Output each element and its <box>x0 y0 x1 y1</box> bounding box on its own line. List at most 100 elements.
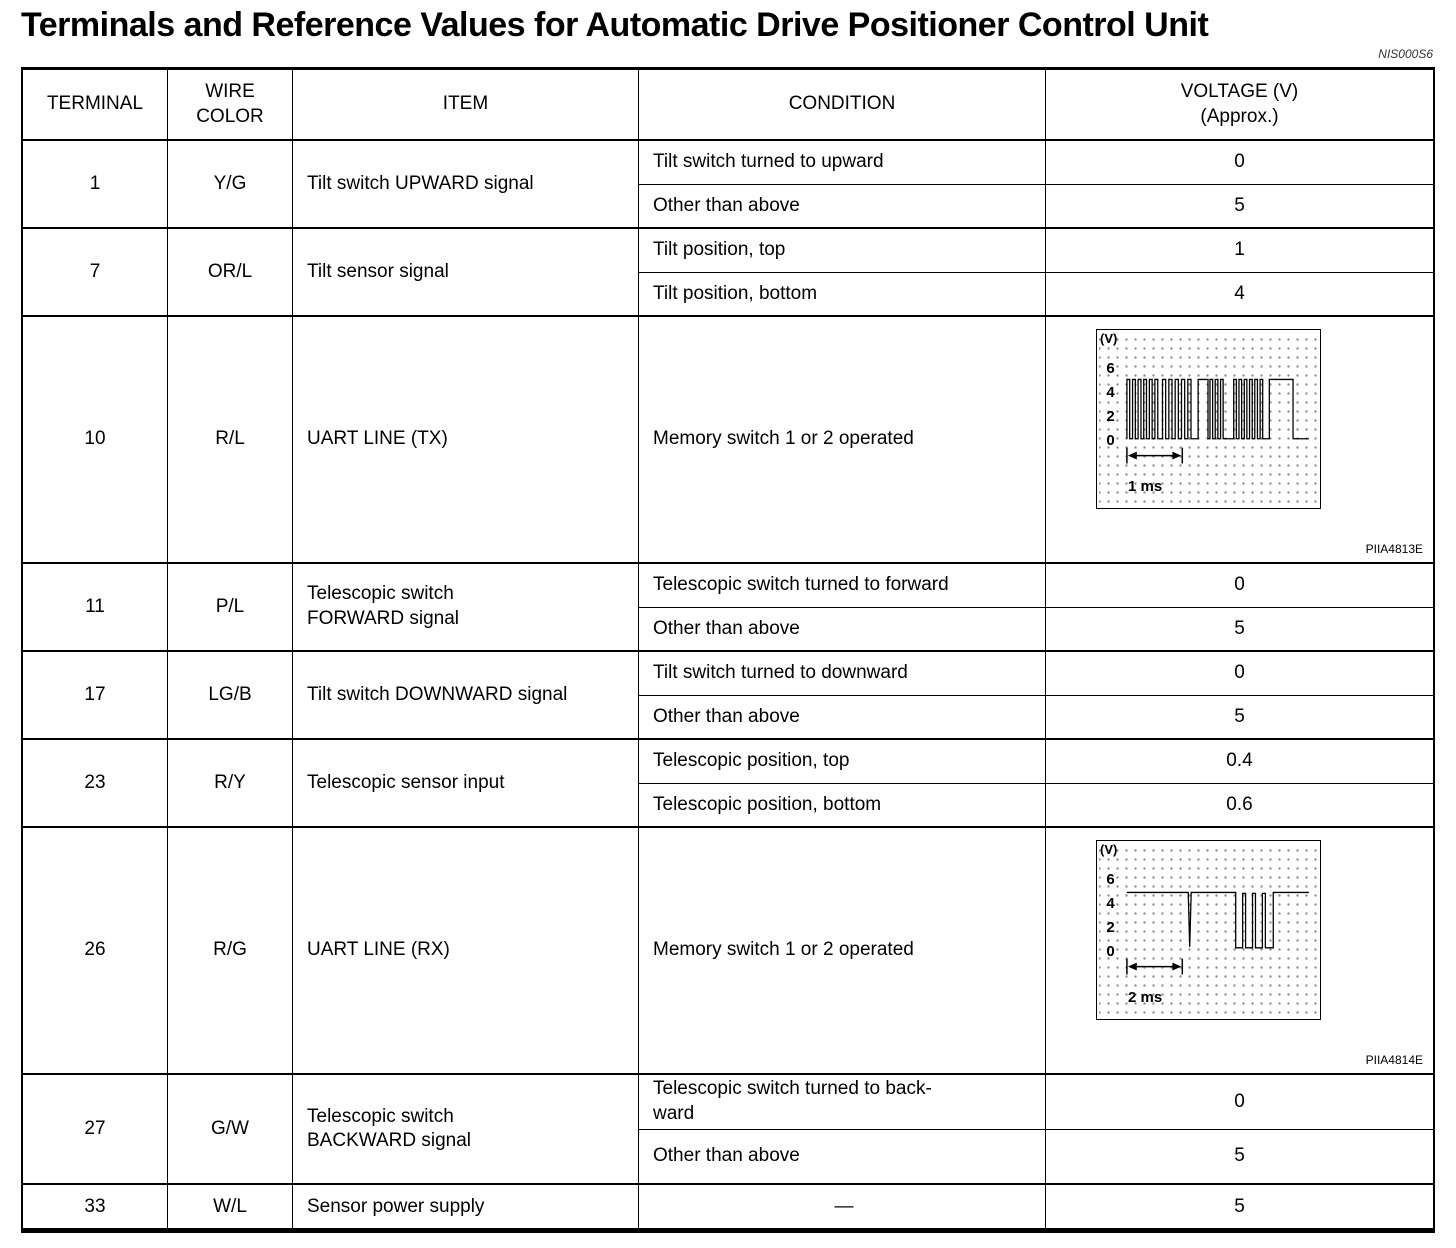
wire-color-cell: OR/L <box>168 229 293 315</box>
condition-cell: Other than above <box>639 185 1046 227</box>
condition-row: Memory switch 1 or 2 operated (V) 6 4 2 0 2 ms… <box>639 828 1433 1073</box>
wire-color-cell: R/Y <box>168 740 293 826</box>
condition-cell: Telescopic position, top <box>639 740 1046 783</box>
condition-row: Telescopic switch turned to back- ward 0 <box>639 1075 1433 1129</box>
condition-row: Tilt position, top 1 <box>639 229 1433 272</box>
condition-row: Telescopic position, bottom 0.6 <box>639 783 1433 826</box>
condition-rows: Memory switch 1 or 2 operated (V) 6 4 2 0 2 ms… <box>639 828 1433 1073</box>
reference-code: NIS000S6 <box>1378 47 1433 61</box>
condition-rows: —5 <box>639 1185 1433 1229</box>
table-header-row: TERMINAL WIRE COLOR ITEM CONDITION VOLTA… <box>23 70 1433 141</box>
scope-dot-grid <box>1099 843 1318 1017</box>
terminal-cell: 1 <box>23 141 168 227</box>
voltage-cell: 5 <box>1234 194 1245 216</box>
condition-row: Tilt position, bottom 4 <box>639 272 1433 315</box>
scope-time-label: 1 ms <box>1128 477 1163 495</box>
oscilloscope-figure: (V) 6 4 2 0 1 ms <box>1096 329 1321 509</box>
header-item: ITEM <box>293 70 639 139</box>
table-row: 10 R/L UART LINE (TX) Memory switch 1 or 2 … <box>23 315 1433 562</box>
condition-cell: Other than above <box>639 696 1046 738</box>
condition-row: Telescopic switch turned to forward 0 <box>639 564 1433 607</box>
item-cell: Telescopic sensor input <box>293 740 639 826</box>
scope-y-tick: 0 <box>1106 943 1115 960</box>
item-cell: Tilt switch UPWARD signal <box>293 141 639 227</box>
voltage-cell: 5 <box>1234 1195 1245 1217</box>
terminal-cell: 33 <box>23 1185 168 1229</box>
wire-color-cell: R/L <box>168 317 293 562</box>
wire-color-cell: R/G <box>168 828 293 1073</box>
condition-rows: Memory switch 1 or 2 operated (V) 6 4 2 0 1 ms… <box>639 317 1433 562</box>
scope-unit-label: (V) <box>1100 331 1118 346</box>
condition-cell: Telescopic switch turned to back- ward <box>639 1075 1046 1129</box>
condition-row: Other than above 5 <box>639 695 1433 738</box>
header-terminal: TERMINAL <box>23 70 168 139</box>
scope-unit-label: (V) <box>1100 842 1118 857</box>
table-row: 23 R/Y Telescopic sensor input Telescopic p… <box>23 738 1433 826</box>
condition-row: Telescopic position, top 0.4 <box>639 740 1433 783</box>
table-body: 1 Y/G Tilt switch UPWARD signal Tilt switch… <box>23 141 1433 1229</box>
condition-cell: Tilt position, bottom <box>639 273 1046 315</box>
terminal-cell: 17 <box>23 652 168 738</box>
condition-cell: Other than above <box>639 608 1046 650</box>
condition-row: Tilt switch turned to upward 0 <box>639 141 1433 184</box>
wire-color-cell: G/W <box>168 1075 293 1184</box>
voltage-cell: 5 <box>1234 617 1245 639</box>
condition-cell: Memory switch 1 or 2 operated <box>639 828 1046 1073</box>
scope-y-tick: 6 <box>1106 871 1115 888</box>
voltage-waveform-cell: (V) 6 4 2 0 1 ms PIIA4813E <box>1046 317 1433 562</box>
condition-row: Memory switch 1 or 2 operated (V) 6 4 2 0 1 ms… <box>639 317 1433 562</box>
condition-cell: Telescopic switch turned to forward <box>639 564 1046 607</box>
wire-color-cell: LG/B <box>168 652 293 738</box>
scope-y-tick: 4 <box>1106 384 1115 401</box>
figure-code: PIIA4813E <box>1365 542 1423 557</box>
scope-y-tick: 4 <box>1106 895 1115 912</box>
table-row: 1 Y/G Tilt switch UPWARD signal Tilt switch… <box>23 141 1433 227</box>
header-voltage: VOLTAGE (V) (Approx.) <box>1180 80 1299 127</box>
condition-row: Other than above 5 <box>639 607 1433 650</box>
condition-row: —5 <box>639 1185 1433 1229</box>
wire-color-cell: P/L <box>168 564 293 650</box>
table-row: 33 W/L Sensor power supply —5 <box>23 1183 1433 1229</box>
condition-rows: Tilt switch turned to upward 0 Other than … <box>639 141 1433 227</box>
item-cell: Sensor power supply <box>293 1185 639 1229</box>
voltage-cell: 0.6 <box>1226 793 1253 815</box>
oscilloscope-figure: (V) 6 4 2 0 2 ms <box>1096 840 1321 1020</box>
voltage-cell: 0 <box>1234 574 1245 596</box>
terminal-cell: 27 <box>23 1075 168 1184</box>
terminal-cell: 10 <box>23 317 168 562</box>
scope-time-label: 2 ms <box>1128 988 1163 1006</box>
header-wire-color: WIRE COLOR <box>168 70 293 139</box>
voltage-cell: 0 <box>1234 151 1245 173</box>
voltage-cell: 0.4 <box>1226 750 1253 772</box>
condition-row: Other than above 5 <box>639 1128 1433 1184</box>
condition-cell: Tilt switch turned to downward <box>639 652 1046 695</box>
wire-color-cell: Y/G <box>168 141 293 227</box>
scope-y-tick: 2 <box>1106 919 1115 936</box>
condition-cell: Tilt position, top <box>639 229 1046 272</box>
condition-row: Other than above 5 <box>639 184 1433 227</box>
header-condition: CONDITION <box>639 70 1046 139</box>
voltage-cell: 0 <box>1234 1090 1245 1112</box>
condition-rows: Tilt position, top 1 Tilt position, bottom… <box>639 229 1433 315</box>
item-cell: Tilt sensor signal <box>293 229 639 315</box>
voltage-cell: 1 <box>1234 239 1245 261</box>
voltage-cell: 0 <box>1234 662 1245 684</box>
condition-rows: Telescopic position, top 0.4 Telescopic po… <box>639 740 1433 826</box>
voltage-cell: 4 <box>1234 282 1245 304</box>
item-cell: Telescopic switch FORWARD signal <box>293 564 639 650</box>
item-cell: Tilt switch DOWNWARD signal <box>293 652 639 738</box>
item-cell: UART LINE (RX) <box>293 828 639 1073</box>
condition-cell: Memory switch 1 or 2 operated <box>639 317 1046 562</box>
condition-cell: — <box>639 1185 1046 1229</box>
scope-y-tick: 0 <box>1106 432 1115 449</box>
voltage-cell: 5 <box>1234 1145 1245 1167</box>
condition-rows: Telescopic switch turned to back- ward 0 O… <box>639 1075 1433 1184</box>
terminal-cell: 11 <box>23 564 168 650</box>
page-title: Terminals and Reference Values for Autom… <box>21 6 1209 44</box>
table-row: 17 LG/B Tilt switch DOWNWARD signal Tilt sw… <box>23 650 1433 738</box>
table-row: 7 OR/L Tilt sensor signal Tilt position, to… <box>23 227 1433 315</box>
voltage-cell: 5 <box>1234 705 1245 727</box>
condition-cell: Other than above <box>639 1129 1046 1184</box>
table-row: 2 6 R/G UART LINE (RX) Memory switch 1 or 2 … <box>23 826 1433 1073</box>
